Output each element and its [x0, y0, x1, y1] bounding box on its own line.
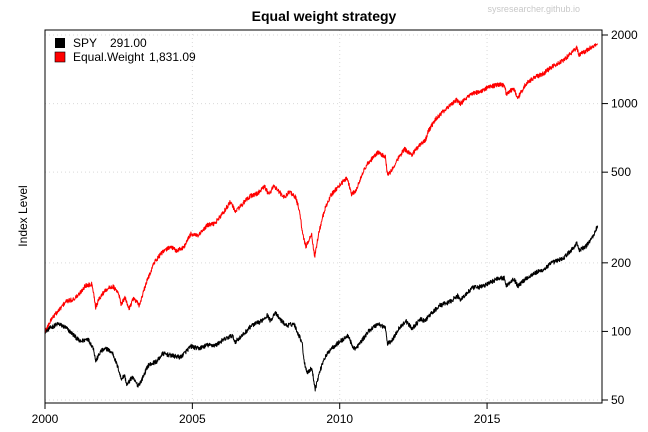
legend-swatch-spy [55, 38, 65, 48]
legend-value-spy: 291.00 [110, 36, 147, 50]
series-lines [44, 43, 599, 392]
watermark: sysresearcher.github.io [487, 4, 580, 14]
legend-swatch-equal-weight [54, 51, 66, 63]
x-axis: 2000 2005 2010 2015 [32, 403, 501, 426]
grid [44, 30, 602, 403]
series-line-equal-weight [44, 43, 598, 333]
y-tick-label: 100 [611, 324, 631, 338]
y-axis: 50 100 200 500 1000 2000 [602, 28, 638, 407]
legend: SPY 291.00 Equal.Weight 1,831.09 [54, 36, 196, 64]
y-tick-label: 50 [611, 393, 625, 407]
y-axis-title: Index Level [16, 185, 30, 246]
series-line-spy [44, 225, 599, 392]
plot-frame [44, 29, 603, 404]
legend-label-equal-weight: Equal.Weight [73, 50, 145, 64]
y-tick-label: 500 [611, 165, 631, 179]
y-tick-label: 1000 [611, 97, 638, 111]
chart-title: Equal weight strategy [252, 8, 397, 24]
x-tick-label: 2005 [179, 412, 206, 426]
legend-value-equal-weight: 1,831.09 [149, 50, 196, 64]
x-tick-label: 2010 [326, 412, 353, 426]
y-tick-label: 2000 [611, 28, 638, 42]
y-tick-label: 200 [611, 256, 631, 270]
x-tick-label: 2015 [474, 412, 501, 426]
legend-label-spy: SPY [73, 36, 97, 50]
x-tick-label: 2000 [32, 412, 59, 426]
